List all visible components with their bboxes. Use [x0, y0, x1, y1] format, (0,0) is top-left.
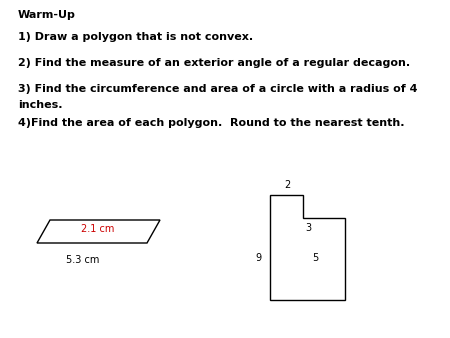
Text: 5.3 cm: 5.3 cm — [66, 255, 100, 265]
Text: 5: 5 — [312, 253, 318, 263]
Text: 2.1 cm: 2.1 cm — [81, 224, 115, 234]
Text: 3: 3 — [305, 223, 311, 233]
Text: 1) Draw a polygon that is not convex.: 1) Draw a polygon that is not convex. — [18, 32, 253, 42]
Text: 2) Find the measure of an exterior angle of a regular decagon.: 2) Find the measure of an exterior angle… — [18, 58, 410, 68]
Text: inches.: inches. — [18, 100, 63, 110]
Text: Warm-Up: Warm-Up — [18, 10, 76, 20]
Text: 9: 9 — [256, 253, 262, 263]
Text: 3) Find the circumference and area of a circle with a radius of 4: 3) Find the circumference and area of a … — [18, 84, 418, 94]
Text: 4)Find the area of each polygon.  Round to the nearest tenth.: 4)Find the area of each polygon. Round t… — [18, 118, 405, 128]
Text: 2: 2 — [284, 180, 290, 190]
